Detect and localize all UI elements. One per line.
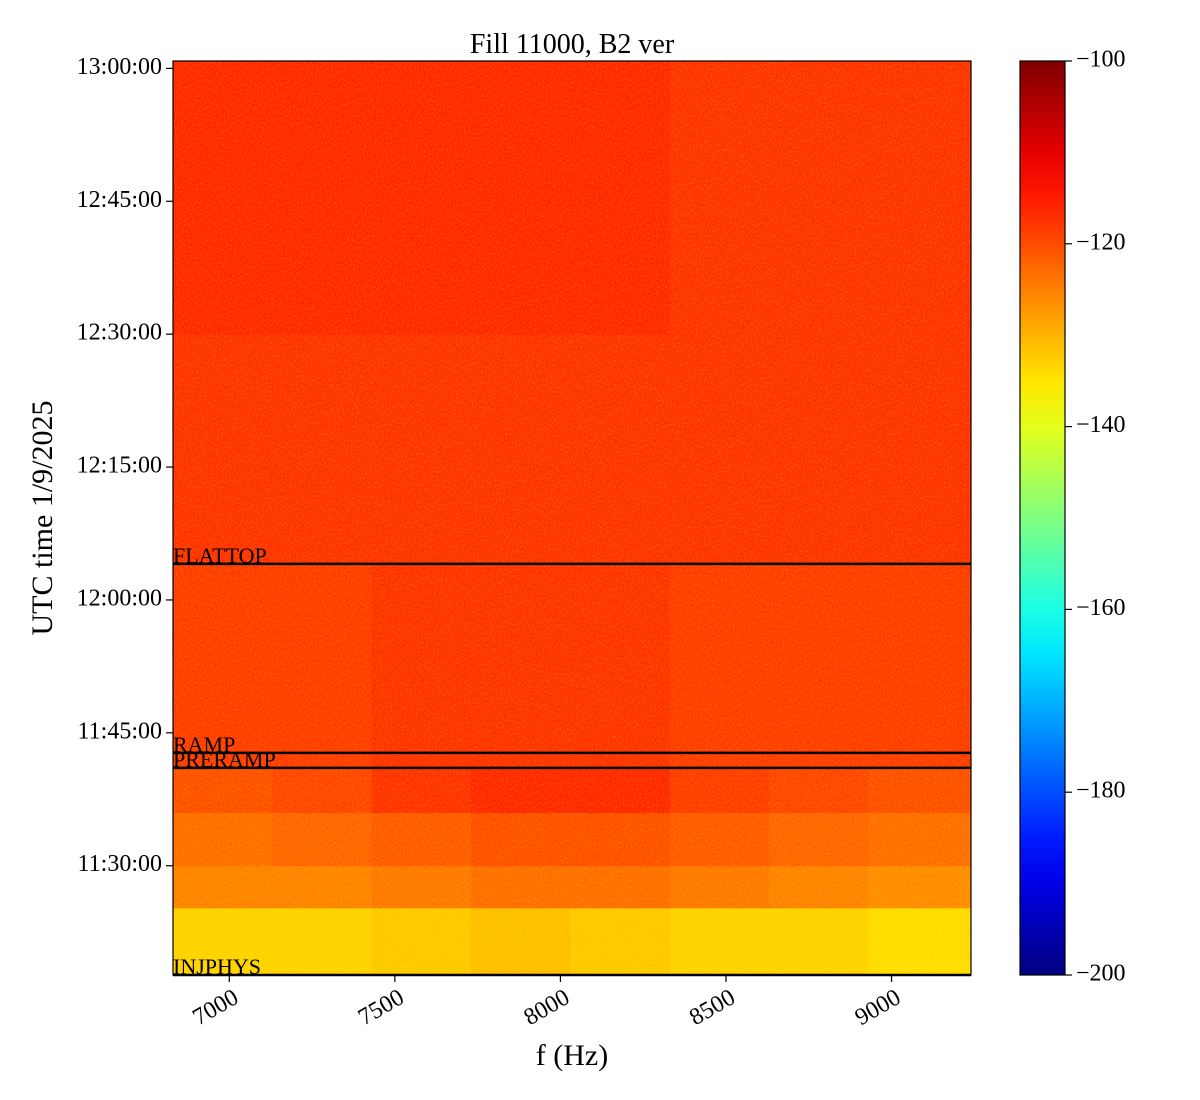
heatmap-cell	[669, 812, 770, 867]
heatmap-cell	[471, 865, 571, 909]
heatmap-cell	[471, 564, 571, 769]
x-tick-label: 8000	[520, 984, 575, 1031]
heatmap-cell	[769, 865, 869, 909]
heatmap-cell	[868, 768, 971, 814]
heatmap-cell	[868, 564, 971, 769]
heatmap-cell	[272, 334, 373, 566]
heatmap-cell	[669, 334, 770, 566]
colorbar-tick-label: −180	[1076, 778, 1126, 804]
heatmap-cell	[371, 334, 472, 566]
colorbar-tick-label: −120	[1076, 229, 1126, 255]
chart-title: Fill 11000, B2 ver	[470, 29, 675, 60]
heatmap-cell	[471, 812, 571, 867]
y-tick-label: 11:45:00	[78, 718, 162, 744]
x-tick-label: 7500	[354, 984, 409, 1031]
y-tick-label: 13:00:00	[77, 54, 162, 80]
x-axis-label: f (Hz)	[536, 1039, 608, 1072]
heatmap-cell	[669, 907, 770, 975]
heatmap-cell	[371, 564, 472, 769]
y-tick-label: 12:45:00	[77, 187, 162, 213]
heatmap-cell	[371, 768, 472, 814]
heatmap-cell	[868, 907, 971, 975]
heatmap-cell	[371, 865, 472, 909]
heatmap-cell	[570, 768, 671, 814]
heatmap-cell	[173, 334, 273, 566]
heatmap-cell	[570, 334, 671, 566]
x-tick-label: 8500	[685, 984, 740, 1031]
y-tick-label: 12:15:00	[77, 453, 162, 479]
heatmap	[173, 61, 971, 975]
heatmap-cell	[371, 812, 472, 867]
heatmap-cell	[272, 907, 373, 975]
heatmap-cell	[669, 865, 770, 909]
plot-frame	[172, 60, 972, 976]
heatmap-cell	[570, 907, 671, 975]
heatmap-cell	[471, 768, 571, 814]
heatmap-cell	[769, 61, 869, 335]
heatmap-cell	[371, 61, 472, 335]
y-tick-label: 11:30:00	[78, 851, 162, 877]
heatmap-cell	[669, 61, 770, 335]
heatmap-cell	[769, 907, 869, 975]
heatmap-cell	[272, 768, 373, 814]
colorbar-tick-label: −100	[1076, 47, 1126, 73]
heatmap-cell	[868, 812, 971, 867]
heatmap-cell	[272, 865, 373, 909]
heatmap-cell	[173, 865, 273, 909]
heatmap-cell	[173, 812, 273, 867]
heatmap-cell	[570, 564, 671, 769]
y-axis-label: UTC time 1/9/2025	[26, 401, 59, 636]
heatmap-cell	[769, 334, 869, 566]
heatmap-cell	[272, 564, 373, 769]
heatmap-cell	[272, 812, 373, 867]
colorbar-tick-label: −200	[1076, 961, 1126, 987]
heatmap-cell	[570, 865, 671, 909]
heatmap-cell	[769, 564, 869, 769]
colorbar	[1019, 60, 1066, 976]
heatmap-cell	[471, 61, 571, 335]
colorbar-tick-label: −160	[1076, 595, 1126, 621]
heatmap-cell	[272, 61, 373, 335]
y-tick-label: 12:30:00	[77, 320, 162, 346]
heatmap-cell	[570, 61, 671, 335]
heatmap-cell	[868, 865, 971, 909]
heatmap-cell	[868, 61, 971, 335]
y-tick-label: 12:00:00	[77, 585, 162, 611]
x-tick-label: 9000	[851, 984, 906, 1031]
colorbar-tick-label: −140	[1076, 412, 1126, 438]
heatmap-cell	[669, 564, 770, 769]
heatmap-cell	[769, 812, 869, 867]
heatmap-cell	[769, 768, 869, 814]
heatmap-cell	[371, 907, 472, 975]
heatmap-cell	[173, 61, 273, 335]
event-label: FLATTOP	[173, 543, 267, 568]
heatmap-cell	[471, 334, 571, 566]
heatmap-cell	[868, 334, 971, 566]
heatmap-cell	[669, 768, 770, 814]
heatmap-cell	[173, 768, 273, 814]
event-label: RAMP	[173, 732, 235, 757]
event-label: PRERAMP	[173, 747, 276, 772]
heatmap-cell	[570, 812, 671, 867]
heatmap-cell	[471, 907, 571, 975]
x-tick-label: 7000	[188, 984, 243, 1031]
